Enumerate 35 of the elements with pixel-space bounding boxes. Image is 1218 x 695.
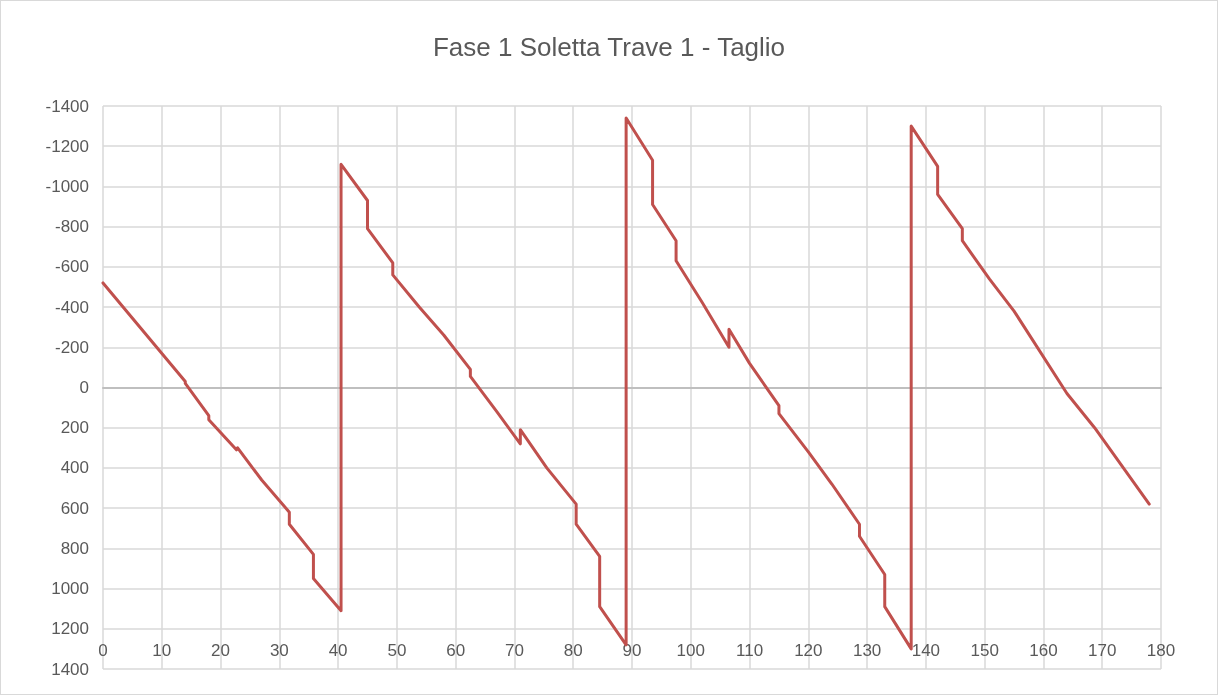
y-tick-label: -1000 bbox=[45, 176, 89, 196]
y-tick-label: -800 bbox=[54, 217, 89, 237]
y-tick-label: 1000 bbox=[51, 579, 89, 599]
y-tick-label: -1200 bbox=[45, 136, 89, 156]
x-tick-label: 180 bbox=[1146, 641, 1176, 660]
y-tick-label: 200 bbox=[60, 418, 89, 438]
x-tick-label: 70 bbox=[504, 641, 524, 660]
x-tick-label: 170 bbox=[1088, 641, 1117, 660]
chart-title: Fase 1 Soletta Trave 1 - Taglio bbox=[432, 32, 786, 62]
x-tick-label: 150 bbox=[970, 641, 999, 660]
y-tick-label: 800 bbox=[60, 538, 89, 558]
x-tick-label: 50 bbox=[387, 641, 407, 660]
y-tick-label: -1400 bbox=[45, 96, 89, 116]
x-tick-label: 30 bbox=[269, 641, 289, 660]
x-tick-label: 60 bbox=[446, 641, 466, 660]
x-tick-label: 160 bbox=[1029, 641, 1058, 660]
x-tick-label: 120 bbox=[794, 641, 823, 660]
y-tick-label: 0 bbox=[79, 378, 89, 397]
y-tick-label: 600 bbox=[60, 498, 89, 518]
x-tick-label: 80 bbox=[563, 641, 583, 660]
x-tick-label: 90 bbox=[622, 641, 642, 660]
y-tick-label: 400 bbox=[60, 458, 89, 478]
y-tick-label: -200 bbox=[54, 337, 89, 357]
x-tick-label: 100 bbox=[676, 641, 705, 660]
y-tick-label: -600 bbox=[54, 257, 89, 277]
x-tick-label: 140 bbox=[911, 641, 941, 660]
x-tick-label: 0 bbox=[98, 641, 108, 660]
x-tick-label: 40 bbox=[328, 641, 348, 660]
x-tick-label: 20 bbox=[211, 641, 231, 660]
x-tick-label: 110 bbox=[736, 641, 764, 660]
y-tick-label: 1400 bbox=[51, 659, 89, 679]
x-tick-label: 130 bbox=[852, 641, 882, 660]
x-tick-label: 10 bbox=[152, 641, 172, 660]
y-tick-label: -400 bbox=[54, 297, 89, 317]
y-tick-label: 1200 bbox=[51, 619, 89, 639]
